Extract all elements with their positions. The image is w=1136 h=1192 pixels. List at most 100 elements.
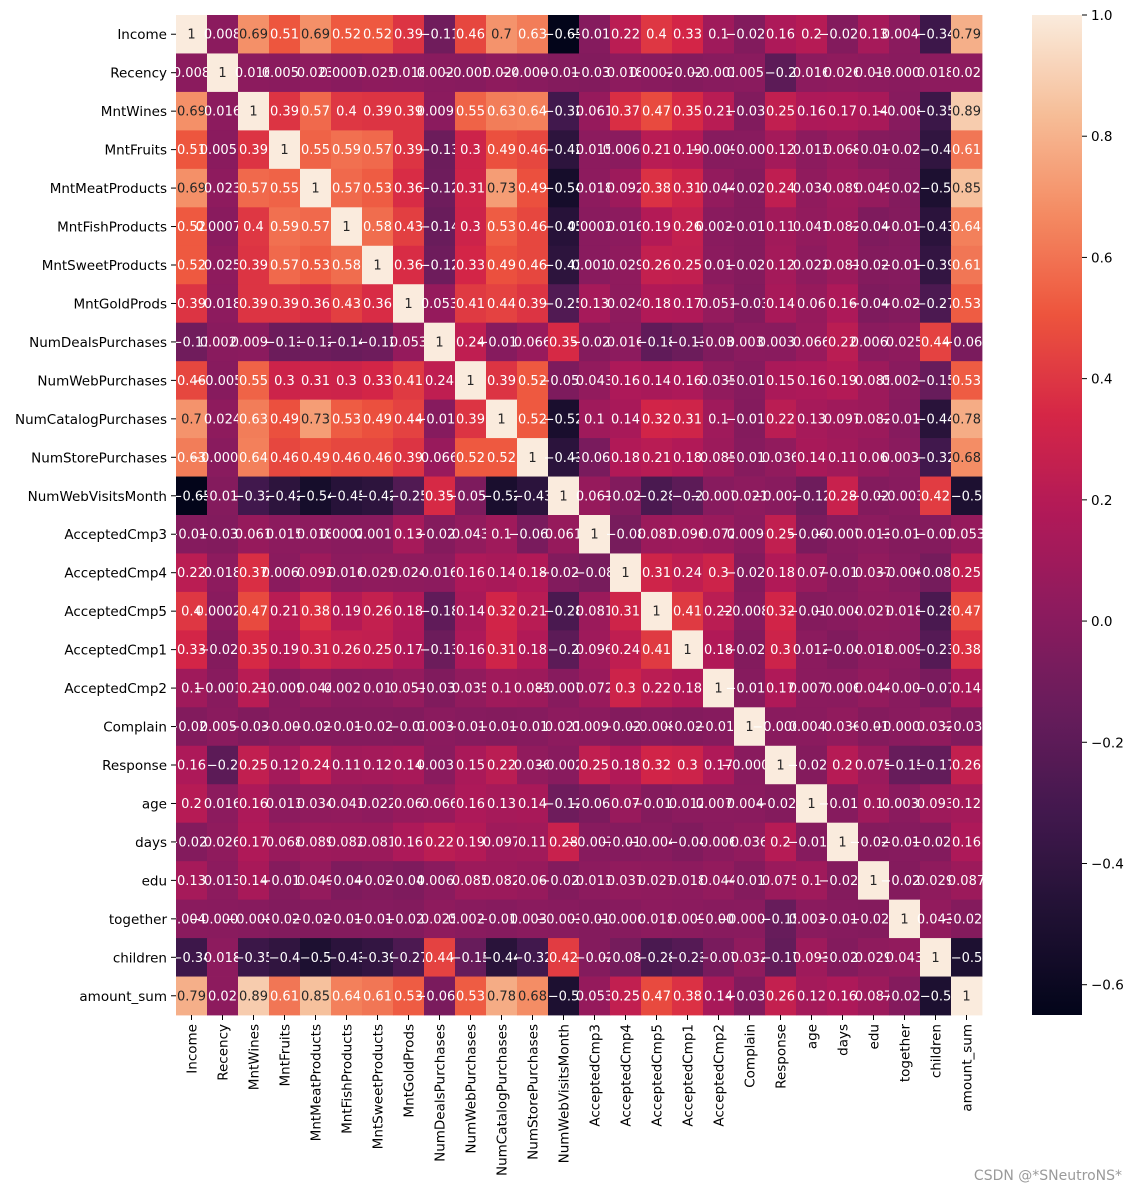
row-label: MntWines: [101, 104, 167, 120]
cell-value-label: 0.52: [177, 259, 206, 274]
cell-value-label: 0.0025: [448, 912, 494, 927]
heatmap-cell: [269, 515, 301, 554]
heatmap-cell: [300, 630, 332, 670]
cell-value-label: 0.053: [948, 528, 985, 543]
heatmap-cell: [920, 938, 952, 977]
cell-value-label: 0.55: [456, 105, 485, 120]
heatmap-cell: [827, 515, 859, 554]
heatmap-cell: [796, 784, 828, 824]
cell-value-label: 1: [497, 412, 505, 427]
cell-value-label: 0.73: [301, 412, 330, 427]
cell-value-label: 0.47: [642, 105, 671, 120]
cell-value-label: 0.0091: [231, 335, 277, 350]
cell-value-label: −0.034: [725, 989, 773, 1004]
heatmap-cell: [207, 668, 239, 708]
heatmap-cell: [734, 630, 766, 670]
heatmap-cell: [951, 899, 983, 939]
cell-value-label: 0.47: [952, 605, 981, 620]
heatmap-cell: [207, 15, 239, 54]
heatmap-cell: [920, 630, 952, 670]
heatmap-cell: [920, 976, 952, 1016]
heatmap-cell: [765, 668, 797, 708]
cell-value-label: 0.39: [239, 297, 268, 312]
heatmap-cell: [393, 438, 425, 477]
cell-value-label: 0.015: [266, 528, 303, 543]
heatmap-cell: [951, 130, 983, 170]
row-label: NumWebVisitsMonth: [28, 489, 167, 505]
cell-value-label: −0.016: [601, 835, 649, 850]
cell-value-label: −0.019: [787, 605, 835, 620]
cell-value-label: 0.061: [545, 528, 582, 543]
cell-value-label: 0.012: [793, 643, 830, 658]
heatmap-cell: [517, 53, 549, 93]
cell-value-label: 0.44: [487, 297, 516, 312]
cell-value-label: 0.061: [576, 489, 613, 504]
heatmap-cell: [920, 438, 952, 477]
cell-value-label: 0.35: [549, 335, 578, 350]
heatmap-cell: [176, 91, 208, 131]
cell-value-label: −0.019: [539, 66, 587, 81]
heatmap-cell: [889, 976, 921, 1016]
cell-value-label: 0.01: [363, 682, 392, 697]
colorbar-tick-label: 0.4: [1091, 372, 1112, 388]
cell-value-label: −0.021: [291, 720, 339, 735]
heatmap-cell: [331, 707, 363, 747]
heatmap-cell: [393, 668, 425, 708]
cell-value-label: 0.43: [332, 297, 361, 312]
cell-value-label: −0.048: [849, 297, 897, 312]
heatmap-cell: [486, 361, 518, 401]
heatmap-cell: [362, 361, 394, 401]
heatmap-cell: [517, 899, 549, 939]
cell-value-label: 0.0066: [603, 143, 649, 158]
row-label: NumCatalogPurchases: [15, 412, 167, 428]
heatmap-cell: [641, 745, 673, 785]
heatmap-cell: [858, 630, 890, 670]
heatmap-cell: [424, 976, 456, 1016]
colorbar-tick-label: 0.2: [1091, 493, 1112, 509]
cell-value-label: 0.53: [363, 182, 392, 197]
cell-value-label: 1: [280, 143, 288, 158]
heatmap-cell: [393, 861, 425, 901]
cell-value-label: 0.016: [607, 220, 644, 235]
cell-value-label: −0.2: [548, 643, 580, 658]
cell-value-label: −0.27: [389, 951, 429, 966]
cell-value-label: −0.25: [544, 297, 584, 312]
heatmap-cell: [300, 399, 332, 439]
heatmap-cell: [920, 745, 952, 785]
heatmap-cell: [393, 553, 425, 593]
cell-value-label: 0.043: [576, 374, 613, 389]
cell-value-label: 0.28: [828, 489, 857, 504]
heatmap-cell: [765, 322, 797, 362]
cell-value-label: 0.16: [239, 797, 268, 812]
heatmap-cell: [362, 630, 394, 670]
heatmap-cell: [889, 668, 921, 708]
heatmap-cell: [734, 938, 766, 977]
heatmap-cell: [393, 207, 425, 247]
cell-value-label: −0.021: [880, 989, 928, 1004]
heatmap-cell: [920, 399, 952, 439]
cell-value-label: −0.019: [570, 912, 618, 927]
heatmap-cell: [827, 322, 859, 362]
cell-value-label: −0.0014: [690, 66, 746, 81]
heatmap-cell: [331, 130, 363, 170]
cell-value-label: −0.07: [699, 951, 739, 966]
cell-value-label: 0.0032: [417, 759, 463, 774]
cell-value-label: 0.025: [359, 66, 396, 81]
heatmap-cell: [641, 553, 673, 593]
heatmap-cell: [765, 207, 797, 247]
heatmap-cell: [424, 399, 456, 439]
cell-value-label: −0.028: [880, 143, 928, 158]
cell-value-label: −0.2: [672, 489, 704, 504]
heatmap-cell: [796, 707, 828, 747]
heatmap-cell: [176, 245, 208, 285]
cell-value-label: 0.32: [642, 759, 671, 774]
heatmap-cell: [672, 784, 704, 824]
cell-value-label: −0.12: [296, 335, 336, 350]
cell-value-label: 0.58: [363, 220, 392, 235]
cell-value-label: 0.13: [487, 797, 516, 812]
heatmap-cell: [827, 976, 859, 1016]
cell-value-label: −0.027: [725, 566, 773, 581]
cell-value-label: −0.65: [172, 489, 212, 504]
cell-value-label: 0.53: [394, 989, 423, 1004]
heatmap-cell: [703, 784, 735, 824]
